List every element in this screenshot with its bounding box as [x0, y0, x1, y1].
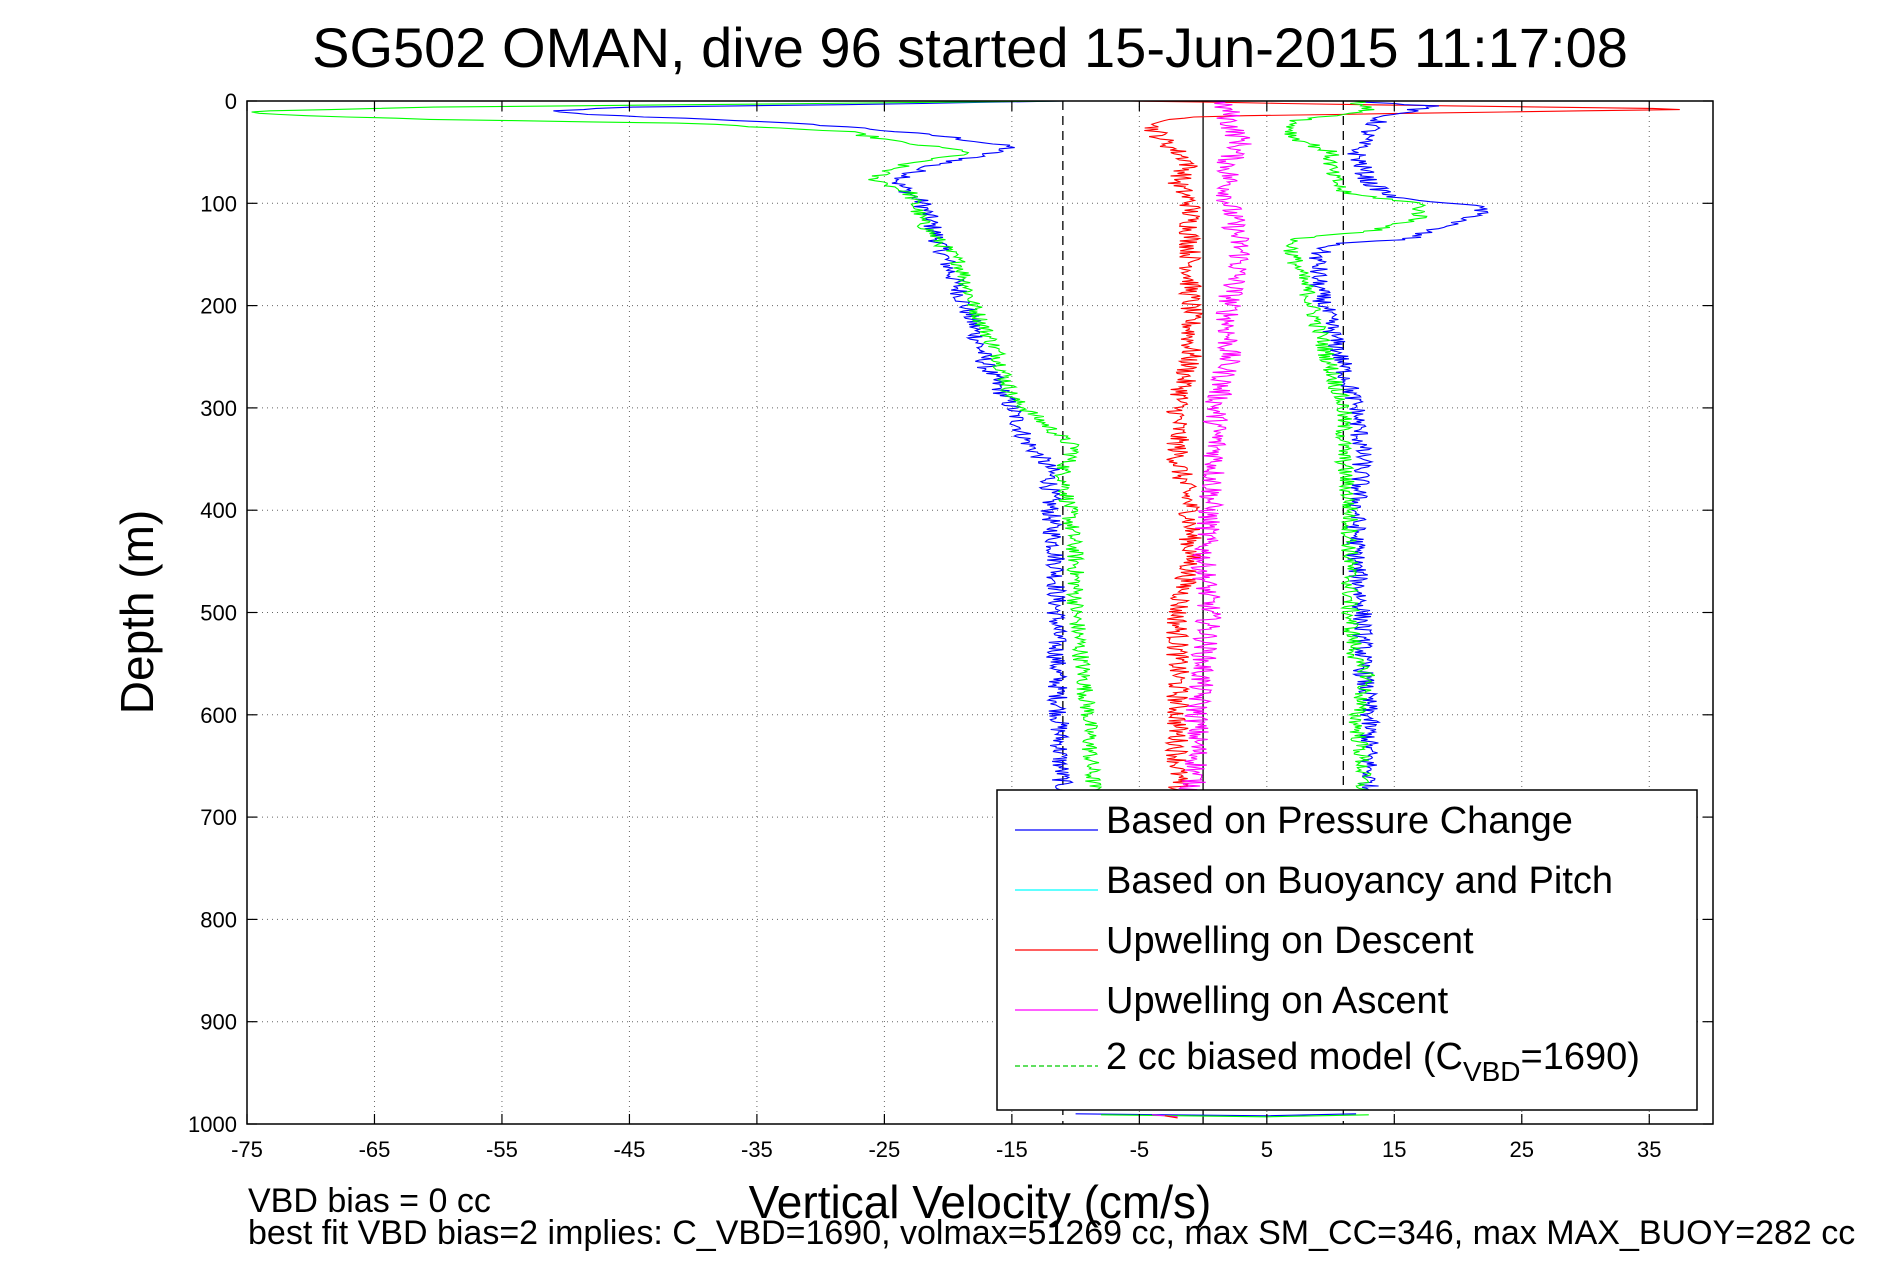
- x-tick-label: -55: [486, 1137, 518, 1162]
- x-axis-title: Vertical Velocity (cm/s): [749, 1176, 1212, 1228]
- x-tick-label: -45: [614, 1137, 646, 1162]
- x-tick-label: -35: [741, 1137, 773, 1162]
- x-tick-label: -5: [1130, 1137, 1150, 1162]
- y-tick-label: 400: [200, 498, 237, 523]
- y-tick-label: 300: [200, 396, 237, 421]
- x-tick-label: 15: [1382, 1137, 1406, 1162]
- series-line-0: [553, 101, 1074, 797]
- legend-label-1: Based on Buoyancy and Pitch: [1106, 860, 1613, 902]
- y-tick-label: 800: [200, 907, 237, 932]
- legend-frame: [996, 789, 1698, 1111]
- legend: Based on Pressure Change Based on Buoyanc…: [996, 789, 1698, 1111]
- y-tick-label: 200: [200, 294, 237, 319]
- series-layer: [251, 101, 1680, 1119]
- y-tick-label: 1000: [188, 1112, 237, 1137]
- series-line-4: [1308, 101, 1489, 797]
- bottom-segment-3: [1164, 1115, 1178, 1119]
- x-tick-label: -15: [996, 1137, 1028, 1162]
- x-tick-label: 5: [1261, 1137, 1273, 1162]
- footer-best-fit: best fit VBD bias=2 implies: C_VBD=1690,…: [248, 1214, 1855, 1252]
- series-line-1: [251, 101, 1103, 797]
- y-tick-label: 900: [200, 1010, 237, 1035]
- series-line-3: [1178, 101, 1252, 797]
- footer-vbd-bias: VBD bias = 0 cc: [248, 1182, 491, 1220]
- y-axis-title: Depth (m): [111, 510, 163, 714]
- x-tick-label: -75: [231, 1137, 263, 1162]
- y-tick-label: 700: [200, 805, 237, 830]
- x-tick-label: 35: [1637, 1137, 1661, 1162]
- chart-title: SG502 OMAN, dive 96 started 15-Jun-2015 …: [312, 16, 1628, 79]
- legend-label-0: Based on Pressure Change: [1106, 800, 1573, 842]
- legend-label-3: Upwelling on Ascent: [1106, 980, 1449, 1022]
- legend-label-2: Upwelling on Descent: [1106, 920, 1474, 962]
- x-tick-label: 25: [1510, 1137, 1534, 1162]
- y-tick-label: 0: [225, 89, 237, 114]
- y-tick-label: 600: [200, 703, 237, 728]
- x-tick-label: -65: [359, 1137, 391, 1162]
- y-axis-ticks: 0 100 200 300 400 500 600 700 800 900 1000: [188, 89, 1713, 1137]
- y-tick-label: 500: [200, 601, 237, 626]
- series-line-2: [1129, 101, 1680, 797]
- x-tick-label: -25: [868, 1137, 900, 1162]
- y-tick-label: 100: [200, 191, 237, 216]
- x-axis-ticks: -75 -65 -55 -45 -35 -25 -15 -5 5 15 25 35: [231, 101, 1662, 1162]
- series-line-5: [1283, 101, 1428, 797]
